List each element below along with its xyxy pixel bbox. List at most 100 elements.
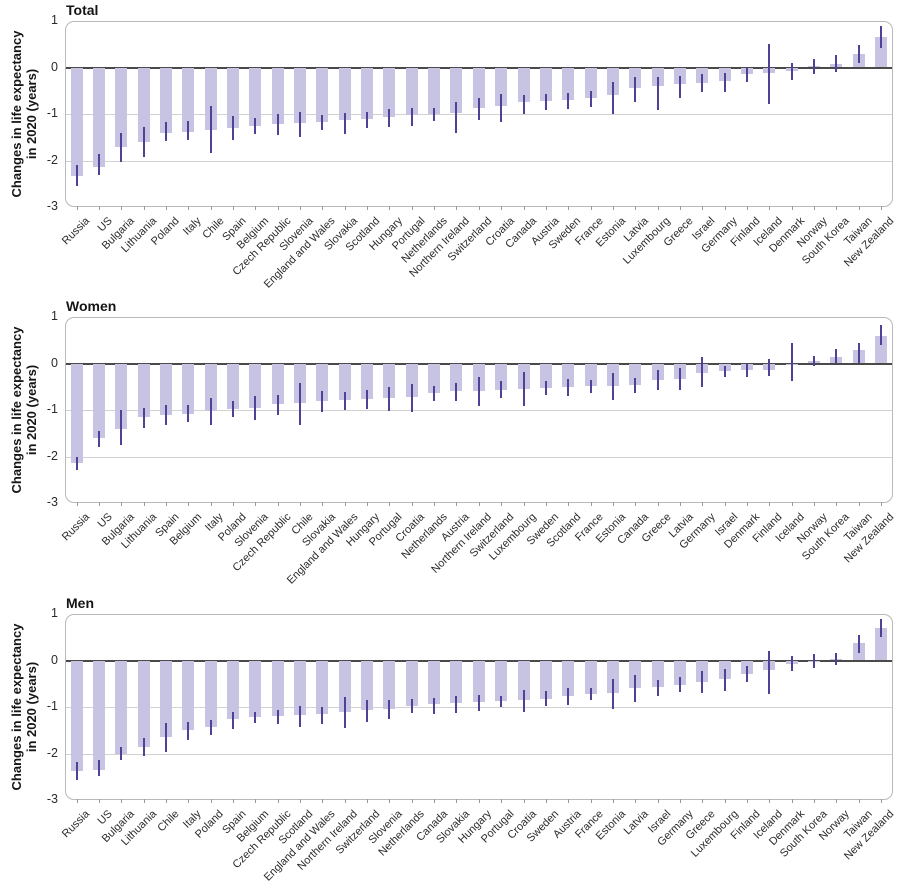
x-tick-mark <box>545 206 547 210</box>
error-bar-canada <box>634 378 637 394</box>
error-bar-slovakia <box>321 391 324 413</box>
bar-england-and-wales <box>338 363 351 400</box>
error-bar-bulgaria <box>120 746 123 761</box>
error-bar-sweden <box>567 92 570 110</box>
error-bar-france <box>589 688 592 701</box>
bar-slovakia <box>316 363 329 401</box>
error-bar-south-korea <box>835 348 838 364</box>
x-tick-mark <box>434 502 436 506</box>
error-bar-iceland <box>768 651 771 694</box>
error-bar-south-korea <box>835 55 838 73</box>
x-tick-mark <box>121 502 123 506</box>
x-tick-mark <box>344 206 346 210</box>
error-bar-bulgaria <box>120 132 123 163</box>
error-bar-new-zealand <box>880 325 883 345</box>
x-tick-mark <box>389 799 391 803</box>
x-tick-label-russia: Russia <box>59 215 92 248</box>
bar-spain <box>159 363 172 415</box>
x-tick-mark <box>523 502 525 506</box>
x-tick-mark <box>657 502 659 506</box>
x-tick-mark <box>143 502 145 506</box>
error-bar-canada <box>433 697 436 715</box>
error-bar-czech-republic <box>276 114 279 135</box>
x-tick-mark <box>478 502 480 506</box>
x-tick-mark <box>478 206 480 210</box>
error-bar-finland <box>746 666 748 682</box>
x-tick-mark <box>523 799 525 803</box>
bar-canada <box>517 67 530 103</box>
error-bar-hungary <box>477 694 480 711</box>
x-tick-mark <box>232 799 234 803</box>
x-tick-label-latvia: Latvia <box>621 808 651 838</box>
error-bar-denmark <box>790 655 793 671</box>
x-tick-mark <box>747 206 748 210</box>
x-tick-mark <box>858 799 860 803</box>
x-tick-mark <box>612 799 614 803</box>
y-tick-label: 0 <box>51 59 58 74</box>
error-bar-italy <box>209 398 212 425</box>
x-tick-mark <box>590 206 592 210</box>
x-tick-mark <box>679 206 681 210</box>
bar-spain <box>226 660 239 720</box>
x-tick-mark <box>724 206 726 210</box>
bar-israel <box>651 660 664 687</box>
error-bar-us <box>97 430 100 448</box>
error-bar-slovenia <box>388 700 391 720</box>
gridline--2 <box>66 456 892 458</box>
bar-netherlands <box>428 67 441 114</box>
error-bar-hungary <box>388 109 391 127</box>
x-tick-mark <box>98 206 100 210</box>
error-bar-northern-ireland <box>477 376 480 407</box>
bar-poland <box>204 660 217 727</box>
y-tick-label: 1 <box>51 309 58 323</box>
x-tick-mark <box>590 799 592 803</box>
x-tick-mark <box>501 799 503 803</box>
error-bar-czech-republic <box>276 709 279 724</box>
x-tick-mark <box>98 502 100 506</box>
bar-hungary <box>383 67 396 118</box>
y-tick-label: -1 <box>46 106 58 120</box>
x-tick-mark <box>702 799 704 803</box>
error-bar-russia <box>75 456 78 471</box>
x-tick-mark <box>367 502 369 506</box>
x-tick-mark <box>836 799 838 803</box>
gridline--2 <box>66 753 892 755</box>
bar-new-zealand <box>875 36 888 68</box>
error-bar-hungary <box>366 390 369 410</box>
error-bar-italy <box>187 721 190 740</box>
bar-slovenia <box>294 67 306 124</box>
error-bar-finland <box>746 67 748 83</box>
x-tick-mark <box>322 206 324 210</box>
error-bar-chile <box>164 723 167 752</box>
y-tick-label: 1 <box>51 606 58 620</box>
bar-slovakia <box>450 660 463 704</box>
x-tick-mark <box>300 799 301 803</box>
bar-italy <box>182 67 195 132</box>
x-tick-mark <box>411 799 413 803</box>
y-tick-label: -2 <box>46 745 58 760</box>
error-bar-slovakia <box>455 695 458 713</box>
error-bar-portugal <box>410 108 413 126</box>
x-tick-mark <box>456 799 458 803</box>
bar-czech-republic <box>271 363 284 405</box>
bar-croatia <box>495 67 508 106</box>
x-tick-mark <box>724 502 726 506</box>
error-bar-belgium <box>187 405 190 422</box>
error-bar-germany <box>678 677 681 693</box>
x-tick-mark <box>612 206 614 210</box>
error-bar-us <box>97 760 100 776</box>
error-bar-israel <box>701 74 704 92</box>
x-tick-mark <box>836 502 838 506</box>
bar-lithuania <box>137 363 150 417</box>
bar-croatia <box>405 363 418 397</box>
x-tick-mark <box>255 206 257 210</box>
x-tick-mark <box>501 502 503 506</box>
x-tick-mark <box>143 206 145 210</box>
y-tick-label: 0 <box>51 652 58 667</box>
error-bar-new-zealand <box>880 25 883 48</box>
x-tick-mark <box>434 206 436 210</box>
bar-portugal <box>495 660 508 702</box>
x-tick-mark <box>501 206 503 210</box>
x-tick-mark <box>277 502 279 506</box>
bar-belgium <box>249 660 262 718</box>
